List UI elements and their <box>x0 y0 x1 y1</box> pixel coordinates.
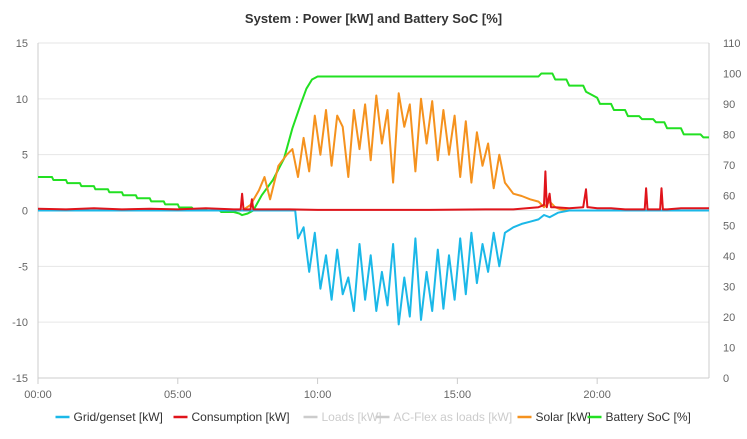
y-right-tick-label: 90 <box>723 99 735 111</box>
chart-title: System : Power [kW] and Battery SoC [%] <box>245 11 502 26</box>
y-left-tick-label: -10 <box>12 317 28 329</box>
x-tick-label: 15:00 <box>444 389 472 401</box>
series-line-grid <box>38 209 709 326</box>
x-tick-label: 10:00 <box>304 389 332 401</box>
x-tick-label: 00:00 <box>24 389 52 401</box>
y-right-tick-label: 100 <box>723 68 741 80</box>
series-lines <box>37 72 709 326</box>
y-right-tick-label: 20 <box>723 312 735 324</box>
legend-label: Battery SoC [%] <box>606 410 691 424</box>
y-right-tick-label: 50 <box>723 221 735 233</box>
series-line-solar <box>38 92 709 212</box>
legend-label: Loads [kW] <box>322 410 382 424</box>
legend-item: Grid/genset [kW] <box>55 410 163 424</box>
legend-item: AC-Flex as loads [kW] <box>375 410 513 424</box>
y-right-tick-label: 0 <box>723 373 729 385</box>
y-axis-left: 15 10 5 0 -5 -10 -15 <box>12 38 28 385</box>
legend-item: Battery SoC [%] <box>587 410 691 424</box>
legend-item: Loads [kW] <box>303 410 382 424</box>
y-left-tick-label: 15 <box>16 38 28 50</box>
legend-item: Solar [kW] <box>517 410 591 424</box>
legend-label: Grid/genset [kW] <box>74 410 163 424</box>
series-line-soc <box>38 72 709 217</box>
legend-label: Consumption [kW] <box>192 410 290 424</box>
legend-item: Consumption [kW] <box>173 410 290 424</box>
y-left-tick-label: 0 <box>22 206 28 218</box>
y-right-tick-label: 10 <box>723 343 735 355</box>
x-tick-label: 20:00 <box>583 389 611 401</box>
y-left-tick-label: -15 <box>12 373 28 385</box>
legend-label: AC-Flex as loads [kW] <box>394 410 513 424</box>
y-right-tick-label: 30 <box>723 282 735 294</box>
series-line-consumption <box>37 170 709 211</box>
y-left-tick-label: 10 <box>16 94 28 106</box>
y-left-tick-label: 5 <box>22 150 28 162</box>
y-right-tick-label: 70 <box>723 160 735 172</box>
y-right-tick-label: 40 <box>723 251 735 263</box>
y-left-tick-label: -5 <box>18 261 28 273</box>
y-right-tick-label: 110 <box>723 38 741 50</box>
x-axis: 00:00 05:00 10:00 15:00 20:00 <box>24 378 611 401</box>
x-tick-label: 05:00 <box>164 389 192 401</box>
legend-label: Solar [kW] <box>536 410 591 424</box>
y-right-tick-label: 60 <box>723 190 735 202</box>
y-right-tick-label: 80 <box>723 129 735 141</box>
legend: Grid/genset [kW] Consumption [kW] Loads [k… <box>55 410 691 424</box>
